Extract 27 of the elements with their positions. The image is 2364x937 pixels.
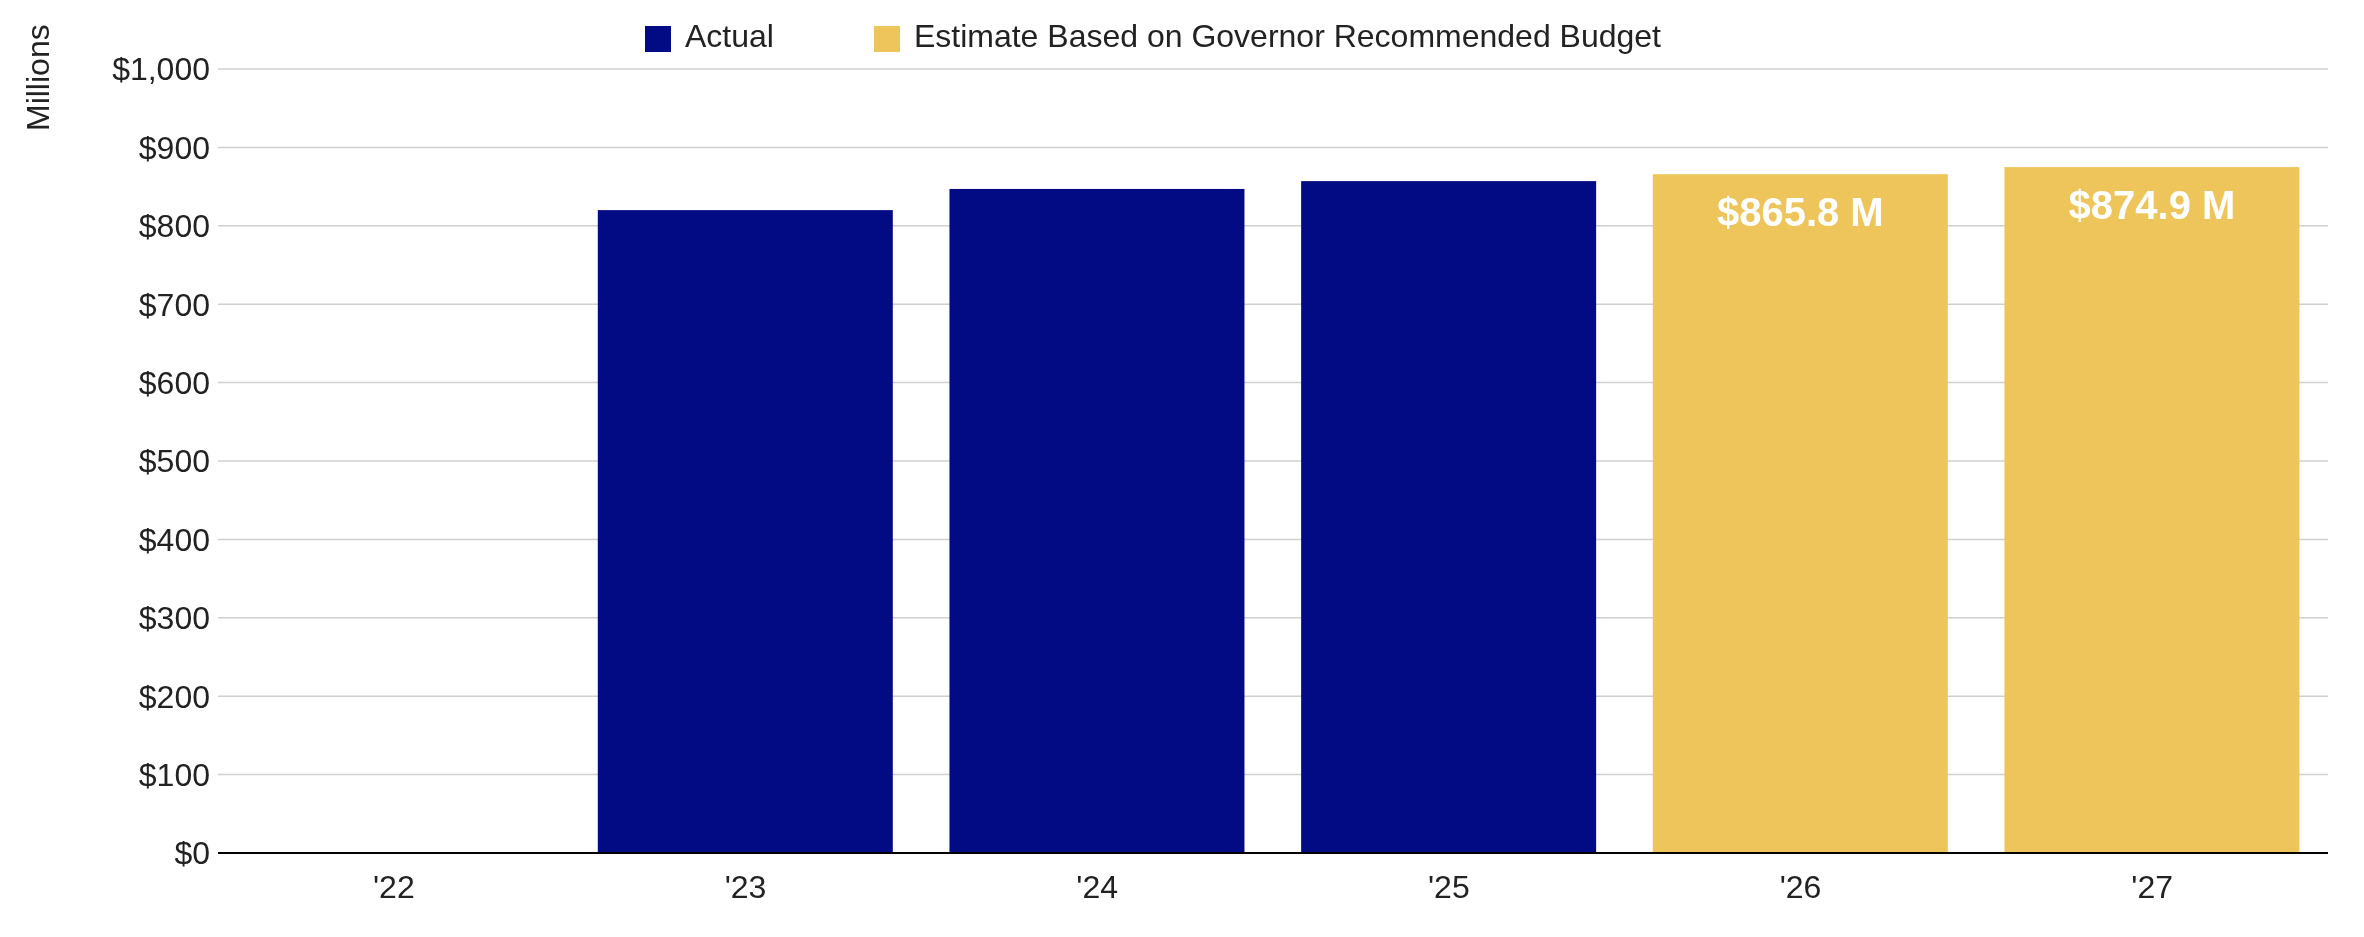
- y-tick-label: $500: [138, 443, 210, 480]
- bar: [1652, 174, 1948, 853]
- y-tick-label: $700: [138, 286, 210, 323]
- x-tick-label: '22: [372, 868, 415, 905]
- y-tick-label: $300: [138, 600, 210, 637]
- y-tick-label: $1,000: [112, 51, 210, 88]
- y-tick-label: $800: [138, 208, 210, 245]
- y-tick-label: $900: [138, 129, 210, 166]
- bar: [2004, 167, 2300, 853]
- data-label: $865.8 M: [1716, 190, 1884, 235]
- y-axis-title: Millions: [20, 24, 57, 131]
- legend-label: Actual: [684, 18, 774, 54]
- x-tick-label: '23: [724, 868, 767, 905]
- x-tick-label: '25: [1427, 868, 1470, 905]
- legend-label: Estimate Based on Governor Recommended Budget: [913, 18, 1661, 54]
- x-tick-label: '26: [1779, 868, 1822, 905]
- y-tick-label: $100: [138, 756, 210, 793]
- y-tick-label: $400: [138, 521, 210, 558]
- y-tick-label: $200: [138, 678, 210, 715]
- bar: [1301, 181, 1597, 853]
- y-tick-label: $600: [138, 364, 210, 401]
- y-tick-label: $0: [174, 835, 210, 872]
- bar: [597, 210, 893, 853]
- x-tick-label: '24: [1076, 868, 1119, 905]
- x-tick-label: '27: [2131, 868, 2174, 905]
- data-label: $874.9 M: [2068, 183, 2236, 228]
- bar: [949, 188, 1245, 853]
